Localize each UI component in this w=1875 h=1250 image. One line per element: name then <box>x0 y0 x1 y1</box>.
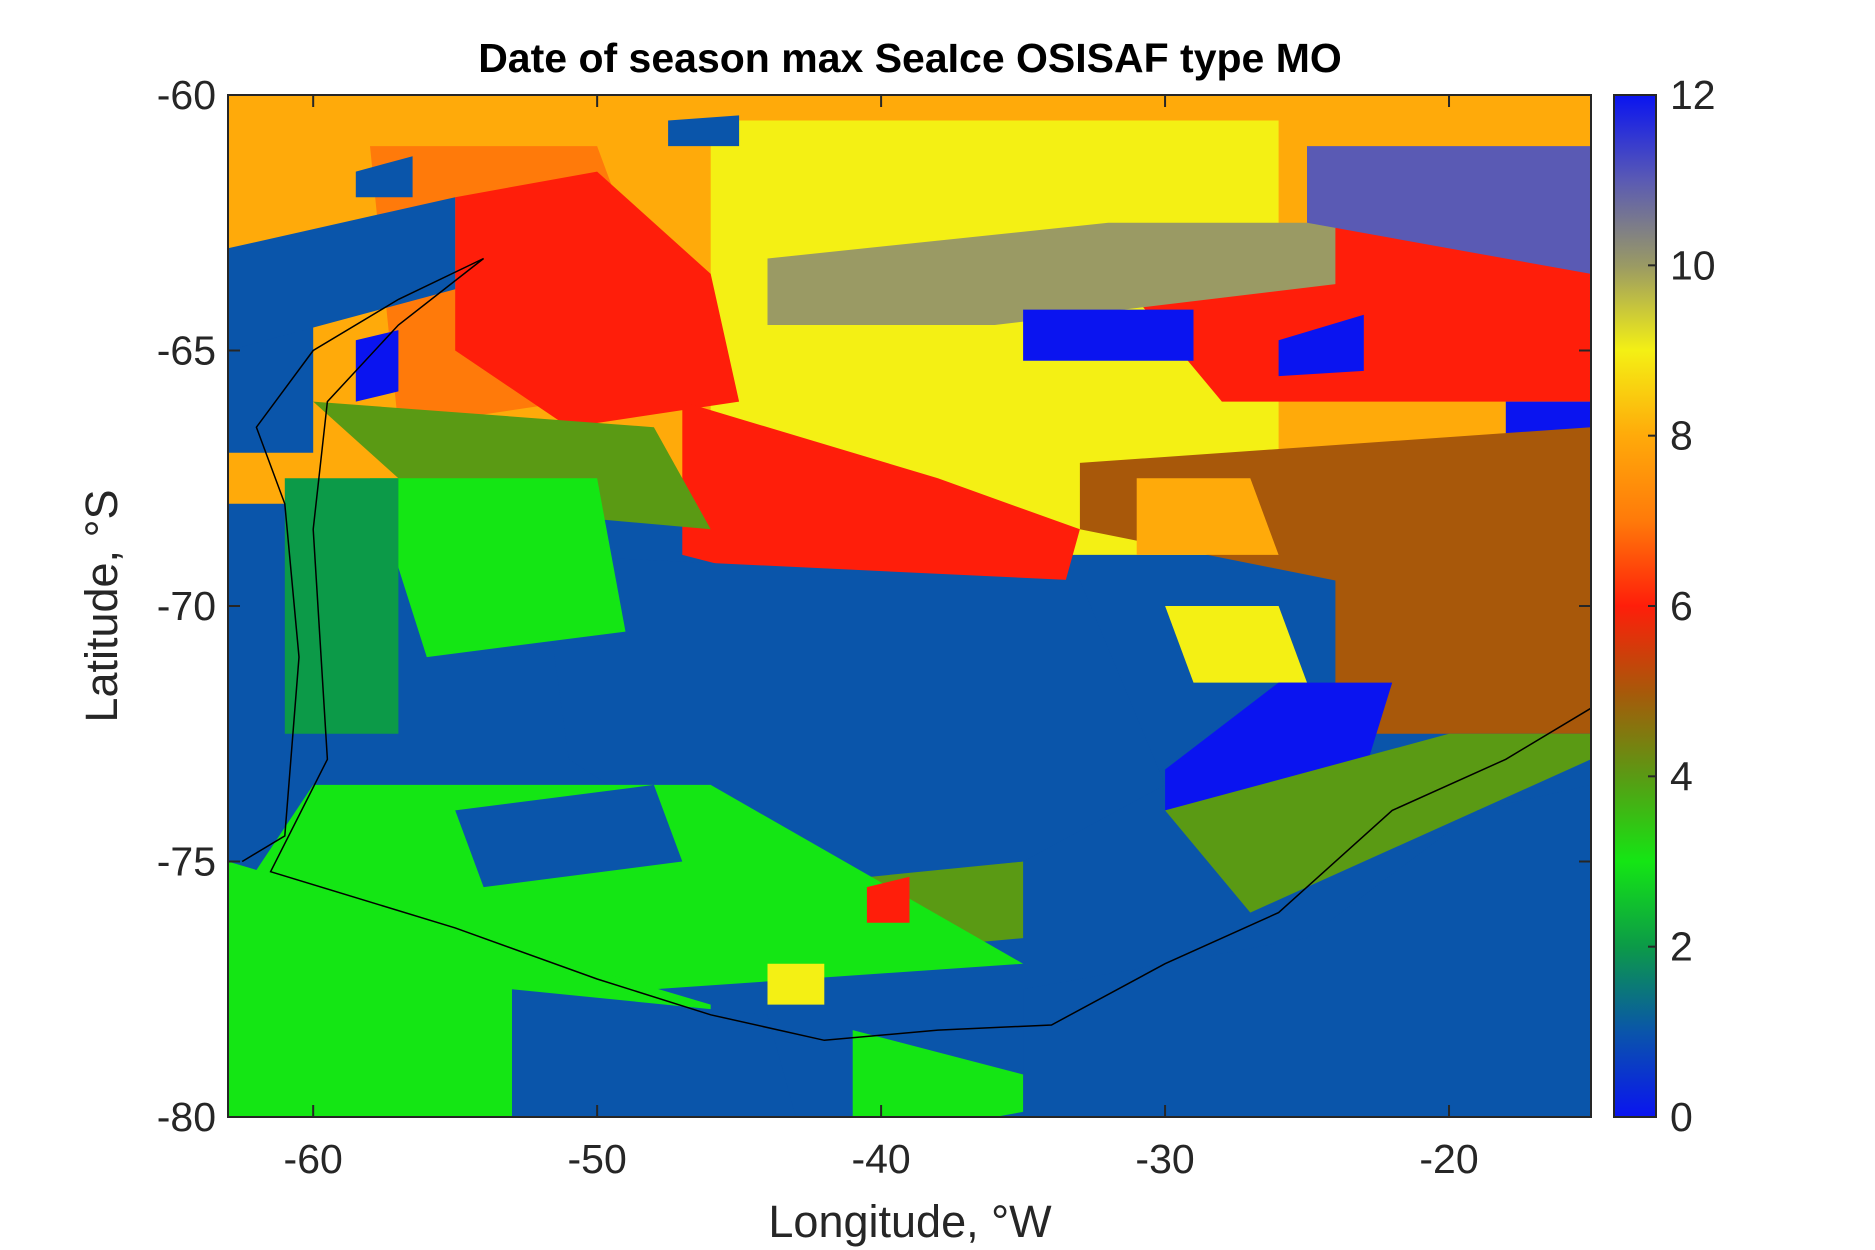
heatmap-region <box>228 325 314 453</box>
heatmap-region <box>370 478 626 658</box>
y-axis-label: Latitude, °S <box>76 489 127 722</box>
x-tick-label: -50 <box>568 1136 627 1182</box>
colorbar-tick-label: 2 <box>1670 924 1693 970</box>
coastline-layer <box>241 257 1591 1042</box>
x-axis: -60 -50 -40 -30 -20 <box>284 95 1479 1182</box>
x-tick-label: -20 <box>1419 1136 1478 1182</box>
heatmap-region <box>355 156 413 198</box>
y-axis: -60 -65 -70 -75 -80 <box>157 72 1591 1140</box>
x-tick-label: -30 <box>1135 1136 1194 1182</box>
heatmap-region <box>455 784 683 888</box>
y-tick-label: -60 <box>157 72 216 118</box>
y-tick-label: -65 <box>157 328 216 374</box>
heatmap-region <box>355 330 399 402</box>
heatmap-region <box>228 197 456 351</box>
colorbar-tick-label: 6 <box>1670 583 1693 629</box>
heatmap-region <box>668 115 740 147</box>
heatmap-region <box>1307 146 1591 274</box>
heatmap-region <box>866 876 910 923</box>
heatmap-region <box>767 963 825 1005</box>
heatmap-region <box>455 171 740 428</box>
chart-title: Date of season max SeaIce OSISAF type MO <box>478 35 1342 81</box>
colorbar: 0 2 4 6 8 10 12 <box>1613 72 1716 1140</box>
heatmap-layer <box>228 95 1591 1117</box>
y-tick-label: -70 <box>157 583 216 629</box>
plot-area <box>228 95 1591 1117</box>
heatmap-region <box>1278 314 1364 377</box>
heatmap-region <box>313 401 711 530</box>
y-tick-label: -75 <box>157 839 216 885</box>
x-axis-label: Longitude, °W <box>768 1196 1052 1247</box>
heatmap-region <box>1023 784 1591 1117</box>
y-tick-label: -80 <box>157 1094 216 1140</box>
heatmap-region <box>1023 309 1194 361</box>
heatmap-region <box>512 989 796 1117</box>
heatmap-region <box>1136 478 1279 555</box>
heatmap-region <box>284 478 399 734</box>
heatmap-region <box>1165 606 1307 683</box>
colorbar-tick-label: 4 <box>1670 753 1693 799</box>
colorbar-tick-label: 0 <box>1670 1094 1693 1140</box>
x-tick-label: -40 <box>851 1136 910 1182</box>
colorbar-ticks: 0 2 4 6 8 10 12 <box>1648 72 1716 1140</box>
colorbar-tick-label: 12 <box>1670 72 1716 118</box>
x-tick-label: -60 <box>284 1136 343 1182</box>
colorbar-tick-label: 8 <box>1670 413 1693 459</box>
heatmap-region <box>767 222 1336 325</box>
colorbar-tick-label: 10 <box>1670 242 1716 288</box>
coastline <box>241 257 1591 1042</box>
